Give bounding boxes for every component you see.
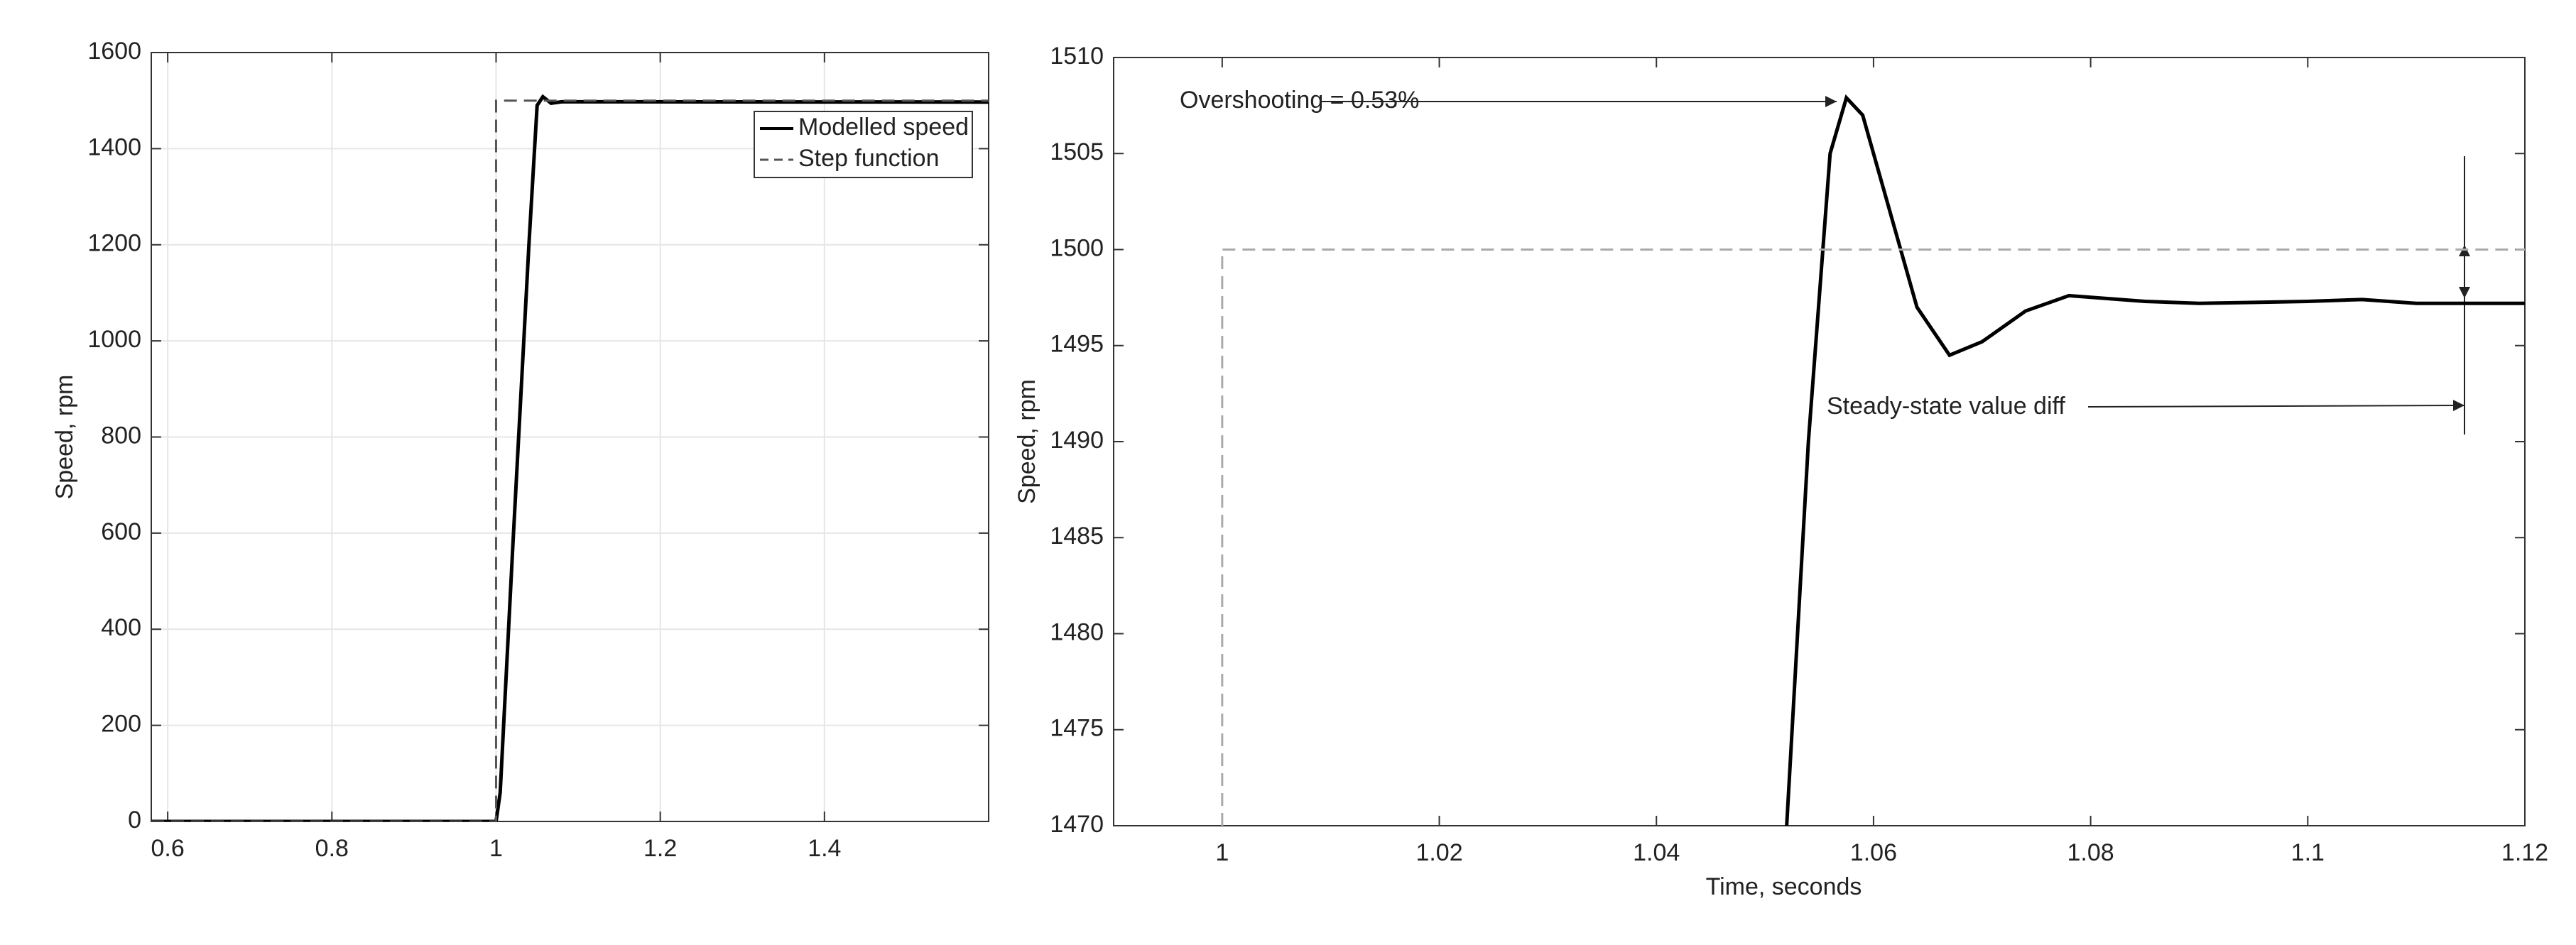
y-axis-label: Speed, rpm — [1013, 379, 1040, 504]
x-tick-label: 1.06 — [1850, 839, 1897, 866]
y-tick-label: 1400 — [87, 133, 141, 160]
y-tick-label: 1600 — [87, 38, 141, 65]
x-axis-label: Time, seconds — [1706, 873, 1862, 900]
series-line — [151, 99, 989, 821]
x-tick-label: 0.8 — [315, 835, 349, 862]
x-tick-label: 1.1 — [2291, 839, 2325, 866]
y-tick-label: 1480 — [1050, 618, 1104, 645]
y-tick-label: 1200 — [87, 230, 141, 257]
y-tick-label: 1000 — [87, 326, 141, 353]
y-tick-label: 1500 — [1050, 234, 1104, 261]
series-line — [1221, 248, 2525, 826]
x-tick-label: 1.2 — [643, 835, 677, 862]
y-tick-label: 1490 — [1050, 427, 1104, 454]
series-line — [1785, 94, 2525, 826]
axes-box — [151, 52, 989, 822]
x-tick-label: 1.08 — [2067, 839, 2114, 866]
y-axis-label: Speed, rpm — [51, 375, 78, 500]
y-tick-label: 400 — [101, 614, 141, 641]
x-tick-label: 1.12 — [2501, 839, 2548, 866]
annotation: Steady-state value diff — [1827, 393, 2065, 420]
x-tick-label: 1 — [1215, 839, 1229, 866]
y-tick-label: 1505 — [1050, 138, 1104, 165]
y-tick-label: 600 — [101, 518, 141, 545]
x-tick-label: 1.02 — [1415, 839, 1462, 866]
annotation-arrow — [2087, 400, 2465, 412]
y-tick-label: 1475 — [1050, 715, 1104, 742]
x-tick-label: 0.6 — [151, 835, 184, 862]
legend-label: Step function — [798, 145, 939, 172]
y-tick-label: 1485 — [1050, 523, 1104, 550]
y-tick-label: 800 — [101, 422, 141, 449]
y-tick-label: 200 — [101, 711, 141, 738]
y-tick-label: 1495 — [1050, 331, 1104, 358]
y-tick-label: 0 — [128, 807, 141, 834]
y-tick-label: 1510 — [1050, 43, 1104, 70]
annotation: Overshooting = 0.53% — [1180, 87, 1419, 114]
legend-box — [754, 111, 973, 178]
x-tick-label: 1.4 — [808, 835, 841, 862]
y-tick-label: 1470 — [1050, 811, 1104, 838]
series-line — [151, 94, 989, 821]
axes-box — [1113, 57, 2526, 826]
legend-label: Modelled speed — [798, 114, 969, 141]
x-tick-label: 1.04 — [1633, 839, 1680, 866]
x-tick-label: 1 — [489, 835, 503, 862]
